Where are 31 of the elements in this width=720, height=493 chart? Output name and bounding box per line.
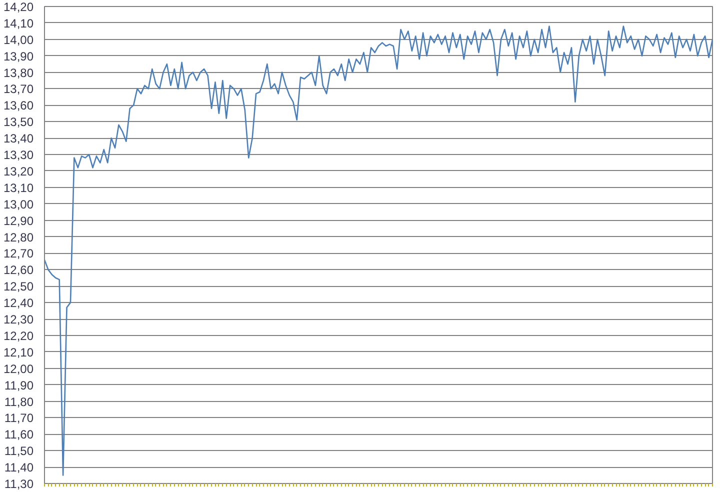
y-tick-label: 13,50: [3, 115, 34, 130]
y-tick-label: 11,30: [4, 477, 34, 491]
y-tick-label: 12,40: [3, 296, 34, 310]
y-tick-label: 12,60: [3, 263, 34, 278]
y-tick-label: 12,30: [3, 312, 34, 327]
y-tick-label: 12,90: [3, 214, 34, 228]
y-tick-label: 11,90: [4, 378, 34, 392]
y-tick-label: 14,00: [3, 32, 34, 47]
y-tick-label: 13,90: [3, 49, 34, 64]
y-tick-label: 13,20: [3, 164, 34, 178]
y-tick-label: 12,50: [3, 280, 34, 294]
y-tick-label: 13,00: [3, 197, 34, 212]
y-tick-label: 13,40: [3, 132, 34, 146]
y-tick-label: 12,70: [3, 246, 34, 261]
line-series: [44, 26, 712, 476]
y-tick-label: 13,30: [3, 148, 34, 162]
y-tick-label: 11,70: [4, 411, 34, 426]
y-tick-label: 11,40: [4, 460, 34, 475]
y-tick-label: 11,80: [4, 394, 34, 409]
y-tick-label: 13,70: [3, 82, 34, 96]
y-tick-label: 13,60: [3, 98, 34, 113]
y-tick-label: 11,50: [4, 444, 34, 458]
y-tick-label: 11,60: [4, 428, 34, 442]
y-tick-label: 12,00: [3, 362, 34, 376]
y-tick-label: 12,80: [3, 230, 34, 244]
y-tick-label: 14,20: [3, 0, 34, 14]
y-tick-label: 12,10: [3, 345, 34, 360]
y-tick-label: 13,80: [3, 66, 34, 80]
y-tick-label: 12,20: [3, 328, 34, 343]
y-tick-label: 14,10: [3, 16, 34, 30]
y-tick-label: 13,10: [3, 180, 34, 195]
